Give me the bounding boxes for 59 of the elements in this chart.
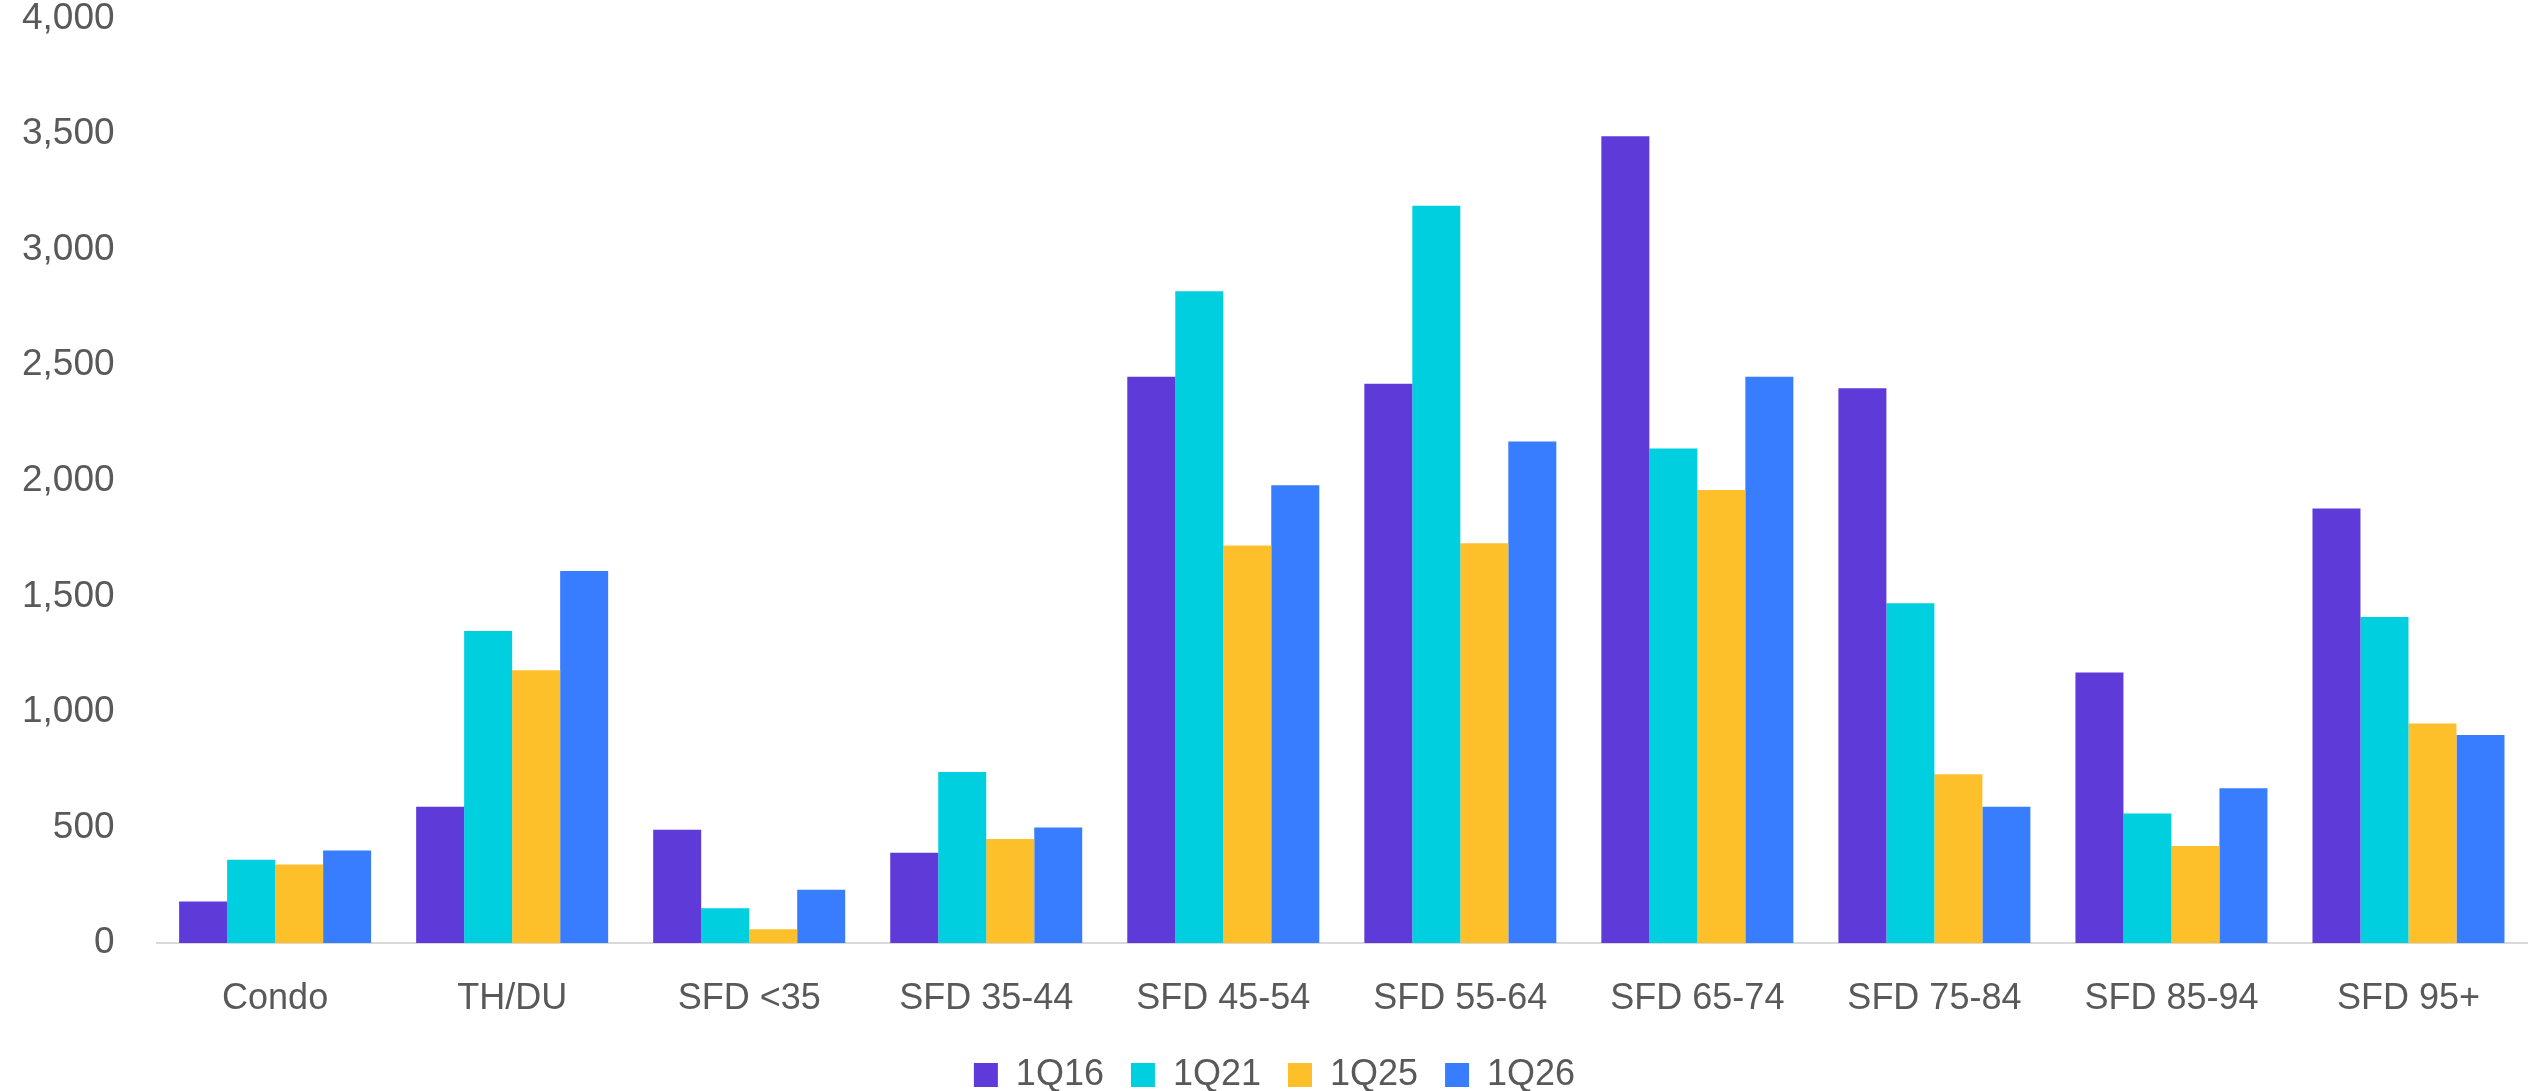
bar — [1886, 603, 1935, 943]
x-tick-label: SFD 45-54 — [1136, 975, 1311, 1017]
bar — [2219, 788, 2268, 943]
x-tick-label: SFD 65-74 — [1610, 975, 1785, 1017]
bar — [1982, 806, 2031, 943]
bar — [1508, 441, 1557, 943]
bar — [1601, 136, 1650, 943]
bar — [2408, 723, 2457, 943]
x-tick-label: SFD 55-64 — [1373, 975, 1548, 1017]
bar — [1460, 543, 1509, 943]
bar — [701, 908, 750, 943]
bar — [1697, 490, 1746, 943]
bar — [560, 570, 609, 943]
x-tick-label: SFD 75-84 — [1847, 975, 2022, 1017]
x-tick-label: Condo — [222, 975, 329, 1017]
bar — [2123, 813, 2172, 943]
bar — [1034, 827, 1083, 943]
y-tick-label: 500 — [52, 804, 115, 846]
bar — [749, 929, 798, 943]
y-tick-label: 2,500 — [22, 342, 115, 384]
bar — [416, 806, 465, 943]
bar — [323, 850, 372, 943]
bar — [938, 771, 987, 943]
bar — [1175, 291, 1224, 943]
y-tick-label: 4,000 — [22, 0, 115, 37]
bar — [227, 859, 276, 943]
bar — [1838, 388, 1887, 943]
bar — [2456, 734, 2505, 943]
bar — [2171, 845, 2220, 943]
y-tick-label: 3,500 — [22, 111, 115, 153]
bar — [179, 901, 228, 943]
bar — [1412, 205, 1461, 943]
x-tick-label: SFD 35-44 — [899, 975, 1074, 1017]
bar — [2312, 508, 2361, 943]
bar — [1649, 448, 1698, 943]
bar — [2360, 617, 2409, 943]
bar — [2075, 672, 2124, 943]
y-tick-label: 2,000 — [22, 457, 115, 499]
x-tick-label: SFD <35 — [677, 975, 821, 1017]
bar — [512, 670, 561, 943]
y-tick-label: 1,500 — [22, 573, 115, 615]
bar — [1271, 485, 1320, 943]
bar — [1934, 774, 1983, 943]
bar — [1127, 376, 1176, 943]
bar — [653, 829, 702, 943]
bar — [464, 630, 513, 943]
bar — [1745, 376, 1794, 943]
x-tick-label: SFD 85-94 — [2084, 975, 2259, 1017]
bar — [890, 852, 939, 943]
bar — [1223, 545, 1272, 943]
bar — [986, 838, 1035, 943]
x-tick-label: SFD 95+ — [2336, 975, 2481, 1017]
bar — [797, 889, 846, 943]
bar — [1364, 383, 1413, 943]
x-tick-label: TH/DU — [457, 975, 568, 1017]
y-tick-label: 3,000 — [22, 226, 115, 268]
y-tick-label: 0 — [94, 920, 115, 962]
bar — [275, 864, 324, 943]
y-tick-label: 1,000 — [22, 689, 115, 731]
